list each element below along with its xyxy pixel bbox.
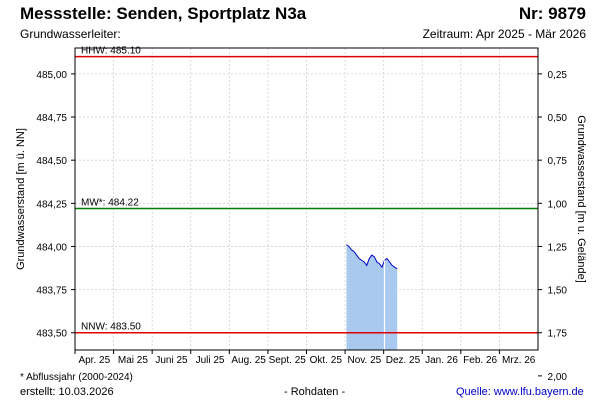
y2-tick-label: 1,75 [548,329,568,340]
period-label: Zeitraum: Apr 2025 - Mär 2026 [422,27,586,41]
y2-tick-label: 1,00 [548,199,568,210]
y2-tick-label: 0,75 [548,156,568,167]
x-tick-label: Mrz. 26 [502,355,536,366]
y-tick-label: 484,25 [36,199,67,210]
y-tick-label: 484,00 [36,242,67,253]
y-tick-label: 483,50 [36,329,67,340]
x-tick-label: Jan. 26 [425,355,458,366]
x-tick-label: Aug. 25 [231,355,266,366]
x-tick-label: Juli 25 [196,355,225,366]
y-tick-label: 485,00 [36,70,67,81]
x-tick-label: Juni 25 [155,355,188,366]
plot-area [75,48,538,350]
x-tick-label: Sept. 25 [269,355,307,366]
page-title: Messstelle: Senden, Sportplatz N3a [20,4,307,23]
footnote: * Abflussjahr (2000-2024) [20,372,133,383]
x-tick-label: Okt. 25 [310,355,343,366]
raw-data-note: - Rohdaten - [284,386,346,398]
reference-label: MW*: 484.22 [81,197,139,208]
y-tick-label: 484,50 [36,156,67,167]
x-tick-label: Feb. 26 [463,355,497,366]
x-tick-label: Mai 25 [118,355,148,366]
source-link[interactable]: Quelle: www.lfu.bayern.de [456,386,584,398]
created-date: erstellt: 10.03.2026 [20,386,114,398]
series-line [346,244,398,270]
x-tick-label: Apr. 25 [78,355,110,366]
y2-tick-label: 0,25 [548,70,568,81]
aquifer-label: Grundwasserleiter: [20,27,121,41]
station-number: Nr: 9879 [518,4,586,23]
y2-tick-label: 1,25 [548,242,568,253]
x-tick-label: Dez. 25 [386,355,421,366]
y-tick-label: 484,75 [36,113,67,124]
y2-tick-label: 0,50 [548,113,568,124]
y2-tick-label: 1,50 [548,286,568,297]
x-tick-label: Nov. 25 [348,355,382,366]
y-axis-title: Grundwasserstand [m ü. NN] [15,128,27,270]
reference-label: NNW: 483.50 [81,322,141,333]
y-tick-label: 483,75 [36,286,67,297]
reference-label: HHW: 485.10 [81,46,141,57]
y2-tick-label: 2,00 [548,372,568,383]
y2-axis-title: Grundwasserstand [m u. Gelände] [575,115,587,283]
